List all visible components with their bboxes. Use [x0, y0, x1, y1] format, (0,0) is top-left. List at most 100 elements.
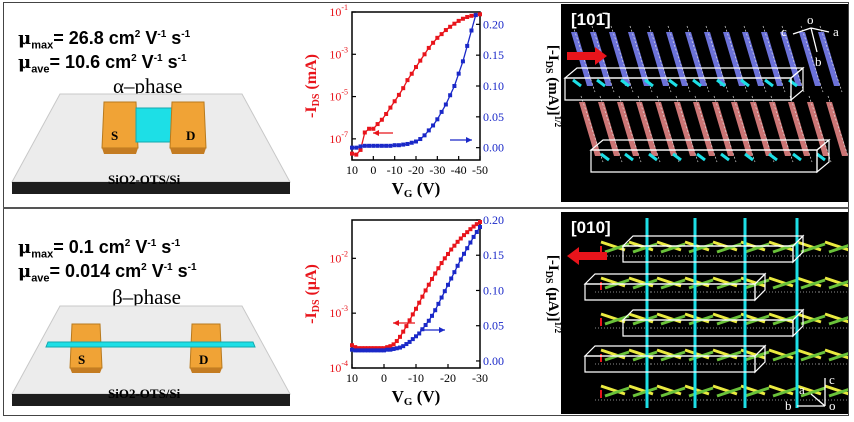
- x-tick-label: -30: [472, 371, 488, 385]
- molecule-chain: [610, 25, 634, 93]
- sqrt-current-point: [369, 348, 374, 353]
- molecule: [742, 32, 764, 86]
- molecule: [632, 386, 658, 398]
- sqrt-current-point: [371, 143, 376, 148]
- cation: [600, 152, 610, 162]
- sqrt-current-point: [358, 144, 363, 149]
- sqrt-current-point: [354, 145, 359, 150]
- log-current-point: [439, 261, 444, 266]
- panel-divider: [3, 207, 849, 209]
- molecule: [647, 32, 669, 86]
- molecule-chain: [618, 95, 642, 163]
- source-label: S: [78, 352, 85, 367]
- molecule: [796, 348, 822, 360]
- sqrt-current-point: [366, 348, 370, 353]
- molecule: [800, 278, 826, 290]
- molecule: [768, 312, 794, 324]
- log-current-point: [420, 294, 425, 299]
- x-tick-label: 0: [381, 371, 387, 385]
- log-current-point: [452, 21, 457, 26]
- log-current-point: [469, 13, 474, 18]
- molecule: [788, 102, 810, 156]
- sqrt-current-point: [443, 102, 448, 107]
- molecule: [655, 102, 677, 156]
- log-current-point: [426, 45, 431, 50]
- log-current-point: [405, 78, 410, 83]
- alpha-mobility-max: μmax= 26.8 cm2 V-1 s-1: [18, 28, 191, 52]
- beta-substrate-label: SiO2-OTS/Si: [108, 386, 181, 401]
- molecule: [796, 384, 822, 396]
- cation: [624, 152, 634, 162]
- sqrt-current-point: [362, 143, 367, 148]
- molecule: [796, 312, 822, 324]
- arrow-right-head: [439, 327, 445, 333]
- sqrt-current-point: [375, 348, 380, 353]
- axis-a: [810, 27, 830, 33]
- sqrt-current-point: [430, 313, 434, 318]
- molecule-chain: [686, 25, 710, 93]
- molecule: [609, 32, 631, 86]
- crystal-channel: [135, 107, 175, 143]
- log-current-point: [385, 345, 390, 350]
- y-right-axis-label: [-IDS (μA)]1/2: [543, 255, 562, 334]
- log-current-point: [375, 122, 380, 127]
- molecule: [656, 384, 682, 396]
- y-right-tick-label: 0.00: [483, 141, 504, 155]
- sqrt-current-point: [405, 141, 410, 146]
- molecule: [768, 276, 794, 288]
- log-current-point: [456, 18, 461, 23]
- log-current-point: [478, 12, 482, 17]
- source-electrode: [101, 101, 139, 149]
- log-current-point: [391, 342, 396, 347]
- molecule-chain: [591, 25, 615, 93]
- sqrt-current-point: [367, 143, 372, 148]
- sqrt-current-point: [388, 143, 393, 148]
- log-current-point: [362, 130, 367, 135]
- cation: [740, 78, 750, 88]
- sqrt-current-point: [458, 257, 463, 262]
- log-current-point: [371, 126, 376, 131]
- molecule: [684, 276, 710, 288]
- x-axis-label: VG (V): [392, 387, 441, 408]
- axis-b: [810, 27, 818, 53]
- molecule: [750, 102, 772, 156]
- molecule: [807, 102, 829, 156]
- y-right-tick-label: 0.05: [483, 110, 504, 124]
- sqrt-current-point: [398, 345, 402, 350]
- y-right-tick-label: 0.10: [483, 79, 504, 93]
- arrow-left-head: [393, 320, 399, 326]
- sqrt-current-point: [418, 137, 423, 142]
- molecule: [768, 348, 794, 360]
- molecule: [600, 384, 626, 396]
- log-current-point: [410, 312, 415, 317]
- sqrt-current-point: [422, 133, 427, 138]
- molecule: [579, 102, 601, 156]
- log-current-point: [372, 346, 377, 351]
- direction-arrow: [567, 52, 595, 60]
- sqrt-current-point: [356, 348, 361, 353]
- substrate-top: [11, 305, 291, 395]
- sqrt-current-point: [353, 348, 358, 353]
- beta-mobility-ave: μave= 0.014 cm2 V-1 s-1: [18, 261, 197, 285]
- molecule: [826, 102, 848, 156]
- log-current-point: [367, 126, 372, 131]
- y-right-tick-label: 0.20: [483, 17, 504, 31]
- sqrt-current-point: [471, 234, 476, 239]
- sqrt-current-point: [436, 301, 441, 306]
- source-label: S: [111, 128, 118, 143]
- molecule: [769, 102, 791, 156]
- molecule: [824, 240, 850, 252]
- log-current-point: [474, 222, 479, 227]
- y-right-tick-label: 0.15: [483, 248, 504, 262]
- molecule: [800, 350, 826, 362]
- sqrt-current-point: [404, 342, 409, 347]
- sqrt-current-point: [449, 276, 454, 281]
- sqrt-current-point: [409, 140, 414, 145]
- molecule: [674, 102, 696, 156]
- molecule: [761, 32, 783, 86]
- substrate-side: [12, 394, 290, 406]
- unit-cell-edge: [816, 138, 830, 174]
- log-current-point: [378, 346, 383, 351]
- log-current-point: [418, 58, 423, 63]
